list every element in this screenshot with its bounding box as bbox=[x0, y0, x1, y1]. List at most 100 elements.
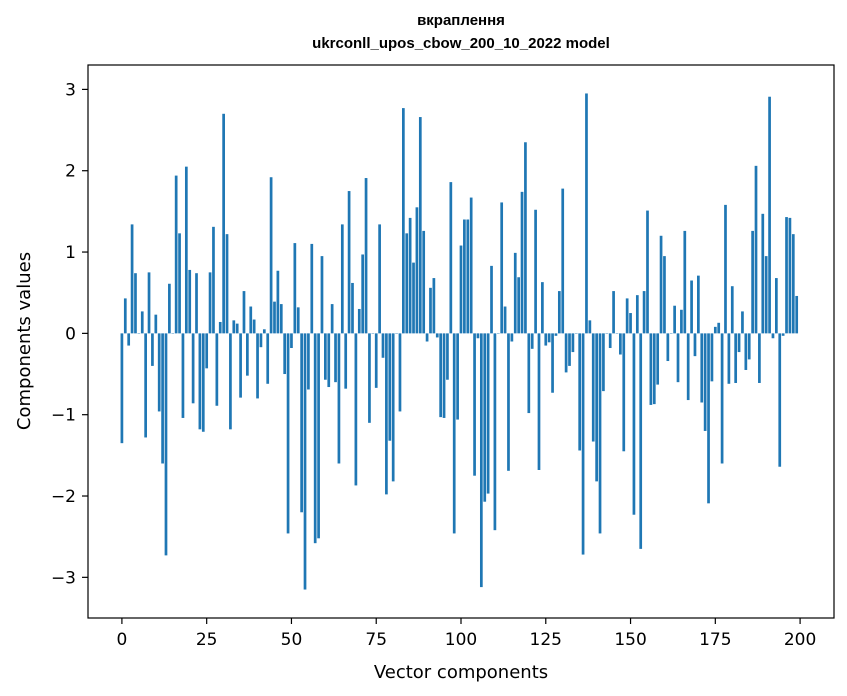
bar bbox=[330, 304, 334, 334]
bar bbox=[608, 333, 612, 349]
bar bbox=[368, 333, 371, 423]
bar bbox=[134, 273, 137, 334]
bar bbox=[432, 278, 436, 334]
bar bbox=[381, 333, 385, 358]
bar bbox=[720, 333, 724, 464]
bar bbox=[398, 333, 402, 412]
bar bbox=[337, 333, 341, 464]
bar bbox=[622, 333, 626, 452]
bar bbox=[483, 333, 487, 502]
bar bbox=[710, 333, 714, 382]
bar bbox=[435, 333, 439, 338]
bar bbox=[527, 333, 531, 414]
bar bbox=[761, 213, 765, 334]
bar bbox=[174, 175, 178, 334]
bar bbox=[775, 278, 778, 334]
bar bbox=[557, 291, 561, 334]
bar bbox=[157, 333, 161, 412]
bar bbox=[639, 333, 643, 549]
bar bbox=[754, 165, 758, 334]
bar bbox=[591, 333, 595, 442]
bar bbox=[279, 304, 283, 334]
bar bbox=[598, 333, 602, 534]
bar bbox=[513, 252, 517, 334]
bar bbox=[123, 298, 127, 334]
x-tick-label: 125 bbox=[530, 630, 562, 650]
bar bbox=[619, 333, 622, 355]
bar bbox=[693, 333, 697, 357]
bar bbox=[676, 333, 680, 383]
bar bbox=[652, 333, 656, 405]
bar bbox=[771, 333, 775, 339]
bar bbox=[184, 166, 188, 334]
bar bbox=[646, 210, 649, 334]
bar bbox=[225, 234, 229, 334]
bar bbox=[697, 275, 700, 334]
bar bbox=[500, 202, 504, 334]
bar bbox=[544, 333, 548, 346]
bar bbox=[656, 333, 660, 385]
bar bbox=[568, 333, 571, 366]
bar bbox=[768, 96, 771, 334]
bar bbox=[127, 333, 131, 346]
bar bbox=[340, 224, 344, 334]
bar bbox=[683, 230, 687, 334]
bar bbox=[571, 333, 575, 353]
bar-series bbox=[120, 93, 799, 590]
bar bbox=[205, 333, 209, 369]
y-tick-label: 0 bbox=[65, 324, 76, 344]
bar bbox=[747, 333, 751, 360]
bar bbox=[473, 333, 476, 476]
bar bbox=[259, 333, 263, 348]
bar bbox=[385, 333, 388, 495]
bar bbox=[524, 142, 527, 334]
bar bbox=[741, 311, 744, 334]
bar bbox=[547, 333, 551, 343]
bar bbox=[300, 333, 303, 513]
bar bbox=[469, 197, 473, 334]
bar bbox=[418, 117, 422, 334]
bar bbox=[585, 93, 588, 334]
y-tick-label: 1 bbox=[65, 243, 76, 263]
bar bbox=[530, 333, 534, 349]
bar bbox=[151, 333, 154, 366]
bar bbox=[778, 333, 782, 467]
bar bbox=[686, 333, 690, 401]
bar bbox=[534, 209, 537, 334]
bar bbox=[744, 333, 748, 370]
bar bbox=[734, 333, 738, 383]
y-axis: −3 −2 −1 0 1 2 3 bbox=[51, 80, 88, 588]
bar bbox=[602, 333, 605, 392]
bar bbox=[222, 113, 225, 334]
bar bbox=[717, 322, 721, 334]
bar bbox=[439, 333, 443, 418]
bar bbox=[283, 333, 287, 375]
bar bbox=[463, 219, 466, 334]
bar bbox=[378, 224, 381, 334]
bar bbox=[320, 256, 324, 334]
bar bbox=[374, 333, 378, 388]
x-axis-label: Vector components bbox=[374, 662, 548, 683]
bar bbox=[188, 269, 192, 334]
bar bbox=[724, 204, 727, 334]
bar bbox=[334, 333, 337, 383]
bar bbox=[310, 243, 314, 334]
bar bbox=[286, 333, 290, 534]
bar bbox=[730, 286, 734, 334]
bar bbox=[632, 333, 636, 515]
bar bbox=[517, 277, 520, 334]
bar bbox=[290, 333, 293, 349]
bar bbox=[408, 217, 412, 334]
bar bbox=[581, 333, 585, 555]
bar bbox=[317, 333, 320, 539]
bar bbox=[595, 333, 598, 482]
bar bbox=[727, 333, 731, 384]
bar bbox=[486, 333, 490, 494]
bar bbox=[588, 320, 592, 334]
bar bbox=[269, 177, 273, 334]
bar bbox=[293, 243, 297, 334]
bar bbox=[764, 256, 768, 334]
bar bbox=[195, 273, 198, 334]
chart-title-line-2: ukrconll_upos_cbow_200_10_2022 model bbox=[312, 35, 610, 52]
bar bbox=[507, 333, 510, 471]
